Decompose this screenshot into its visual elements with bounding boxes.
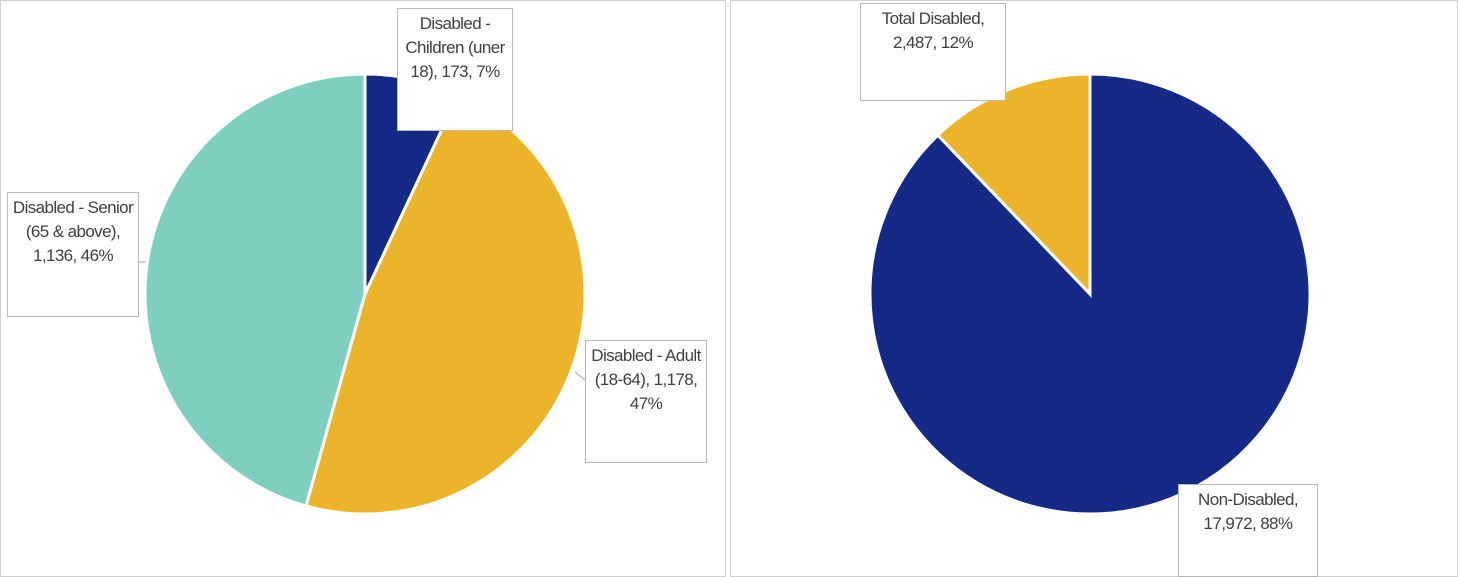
label-separator: , xyxy=(72,246,81,265)
data-label: Disabled - Senior (65 & above), 1,136, 4… xyxy=(7,192,139,317)
data-label: Non-Disabled, 17,972, 88% xyxy=(1178,484,1318,577)
label-percent: 7% xyxy=(476,62,500,81)
label-category: Disabled - Senior (65 & above) xyxy=(12,198,134,241)
label-category: Disabled - Adult (18-64) xyxy=(591,346,701,389)
label-separator: , xyxy=(932,33,941,52)
label-separator: , xyxy=(980,9,985,28)
label-percent: 88% xyxy=(1260,514,1293,533)
data-label: Disabled - Children (uner 18), 173, 7% xyxy=(397,8,513,131)
label-separator: , xyxy=(433,62,442,81)
leader-line xyxy=(574,371,586,381)
label-category: Total Disabled xyxy=(881,9,981,28)
label-value: 1,136 xyxy=(32,246,73,265)
label-separator: , xyxy=(1251,514,1261,533)
label-percent: 46% xyxy=(80,246,114,265)
pie-slice xyxy=(304,92,587,516)
label-category: Non-Disabled xyxy=(1198,490,1294,509)
label-value: 1,178 xyxy=(653,370,694,389)
label-percent: 12% xyxy=(940,33,974,52)
label-separator: , xyxy=(645,370,654,389)
label-value: 173 xyxy=(441,62,468,81)
label-separator: , xyxy=(1293,490,1299,509)
label-separator: , xyxy=(116,222,121,241)
data-label: Total Disabled, 2,487, 12% xyxy=(860,3,1006,101)
label-percent: 47% xyxy=(629,394,663,413)
label-value: 17,972 xyxy=(1203,514,1253,533)
label-category: Disabled - Children (uner 18) xyxy=(405,14,505,81)
label-separator: , xyxy=(693,370,698,389)
label-value: 2,487 xyxy=(892,33,933,52)
data-label: Disabled - Adult (18-64), 1,178, 47% xyxy=(585,340,707,463)
pie-slice xyxy=(143,72,367,508)
label-separator: , xyxy=(467,62,477,81)
pie-slice xyxy=(935,72,1092,298)
